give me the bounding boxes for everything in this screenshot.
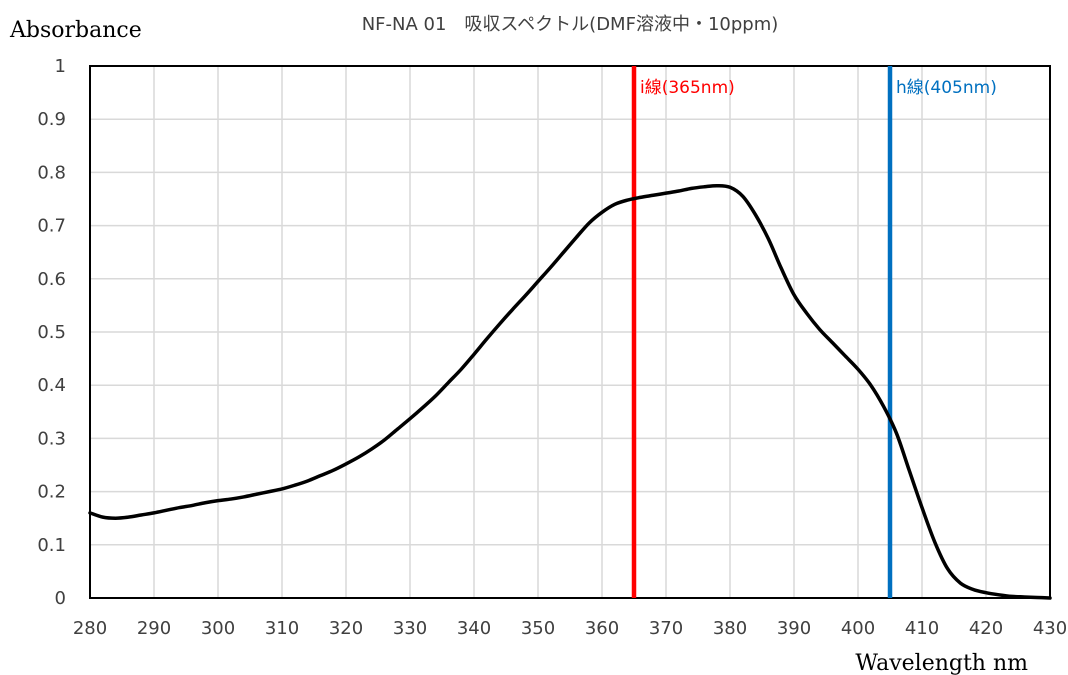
- y-tick-label: 0.7: [37, 216, 66, 237]
- x-tick-label: 380: [713, 618, 747, 639]
- x-tick-label: 320: [329, 618, 363, 639]
- y-tick-label: 0.2: [37, 482, 66, 503]
- y-tick-labels: 0 0.1 0.2 0.3 0.4 0.5 0.6 0.7 0.8 0.9 1: [37, 56, 66, 609]
- grid-lines: [89, 65, 1051, 599]
- y-tick-label: 1: [55, 56, 66, 77]
- y-tick-label: 0.8: [37, 162, 66, 183]
- y-tick-label: 0: [55, 588, 66, 609]
- annotation-lines: [631, 66, 893, 598]
- x-tick-label: 370: [649, 618, 683, 639]
- x-tick-label: 430: [1033, 618, 1067, 639]
- y-tick-label: 0.1: [37, 535, 66, 556]
- x-tick-label: 420: [969, 618, 1003, 639]
- x-tick-label: 310: [265, 618, 299, 639]
- x-tick-labels: 280 290 300 310 320 330 340 350 360 370 380 390 400 4…: [73, 618, 1067, 639]
- annotation-labels: i線(365nm) h線(405nm): [640, 78, 997, 98]
- x-tick-label: 410: [905, 618, 939, 639]
- series-line-absorbance: [88, 183, 1052, 600]
- x-tick-label: 280: [73, 618, 107, 639]
- x-axis-title: Wavelength nm: [855, 651, 1028, 675]
- y-tick-label: 0.9: [37, 109, 66, 130]
- x-tick-label: 360: [585, 618, 619, 639]
- annotation-label: h線(405nm): [896, 78, 997, 98]
- x-tick-label: 350: [521, 618, 555, 639]
- chart-title: NF-NA 01 吸収スペクトル(DMF溶液中・10ppm): [362, 14, 779, 35]
- y-tick-label: 0.6: [37, 269, 66, 290]
- x-tick-label: 390: [777, 618, 811, 639]
- x-tick-label: 330: [393, 618, 427, 639]
- y-tick-label: 0.3: [37, 428, 66, 449]
- x-tick-label: 400: [841, 618, 875, 639]
- x-tick-label: 340: [457, 618, 491, 639]
- y-tick-label: 0.4: [37, 375, 66, 396]
- x-tick-label: 300: [201, 618, 235, 639]
- y-tick-label: 0.5: [37, 322, 66, 343]
- y-axis-title: Absorbance: [9, 18, 142, 43]
- plot-frame: [89, 65, 1051, 599]
- annotation-label: i線(365nm): [640, 78, 735, 98]
- x-tick-label: 290: [137, 618, 171, 639]
